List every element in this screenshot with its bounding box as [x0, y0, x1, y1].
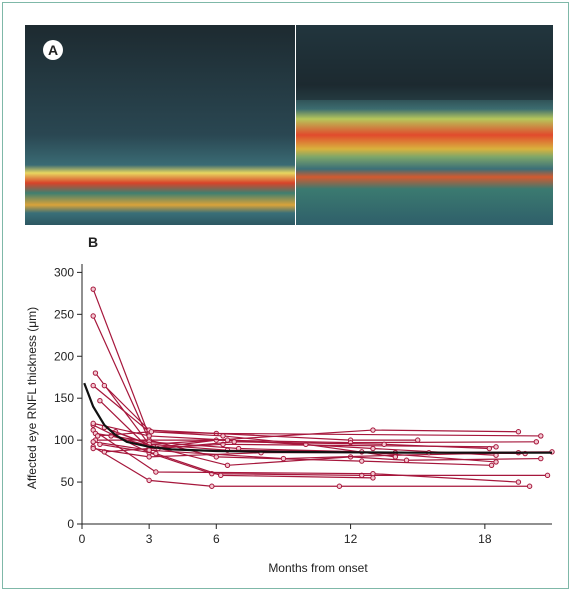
- patient-point: [280, 455, 287, 462]
- patient-point: [359, 458, 365, 464]
- oct-image-left: [25, 25, 295, 225]
- patient-point: [153, 450, 159, 457]
- patient-point: [231, 439, 237, 445]
- y-tick-label: 200: [54, 349, 74, 363]
- patient-point: [370, 427, 376, 433]
- patient-point: [220, 433, 226, 439]
- y-tick-label: 100: [54, 433, 74, 447]
- x-tick-label: 0: [79, 532, 86, 546]
- x-tick-label: 12: [344, 532, 358, 546]
- patient-point: [392, 454, 399, 460]
- patient-line: [94, 372, 519, 445]
- patient-point: [101, 382, 108, 389]
- panel-b-label: B: [88, 234, 98, 250]
- patient-point: [526, 483, 533, 489]
- patient-point: [153, 469, 159, 475]
- panel-a-label: A: [48, 42, 58, 58]
- fit-curve: [83, 382, 552, 454]
- x-axis-title: Months from onset: [268, 561, 368, 575]
- x-tick-label: 6: [213, 532, 220, 546]
- patient-line: [92, 315, 228, 441]
- patient-point: [486, 445, 493, 452]
- patient-point: [90, 286, 96, 292]
- y-axis-title: Affected eye RNFL thickness (μm): [25, 307, 39, 489]
- patient-point: [370, 445, 376, 452]
- patient-line: [92, 288, 150, 437]
- patient-point: [146, 477, 152, 484]
- patient-point: [488, 462, 495, 468]
- patient-line: [99, 443, 373, 479]
- patient-point: [94, 433, 101, 439]
- patient-point: [97, 398, 103, 404]
- y-tick-label: 300: [54, 265, 74, 279]
- y-tick-label: 250: [54, 307, 74, 321]
- patient-point: [336, 483, 343, 489]
- patient-point: [90, 439, 96, 445]
- patient-line: [110, 435, 541, 466]
- patient-point: [544, 472, 551, 479]
- patient-point: [533, 439, 540, 445]
- patient-point: [538, 433, 544, 439]
- y-tick-label: 0: [67, 517, 74, 531]
- patient-point: [493, 459, 499, 465]
- patient-point: [538, 455, 544, 462]
- x-tick-label: 3: [146, 532, 153, 546]
- patient-point: [224, 462, 231, 468]
- patient-point: [370, 475, 376, 481]
- patient-point: [515, 429, 522, 435]
- patient-point: [146, 454, 152, 460]
- patient-point: [92, 370, 99, 376]
- patient-point: [90, 445, 96, 452]
- panel-a-badge: [43, 40, 63, 60]
- patient-point: [493, 444, 499, 450]
- patient-point: [218, 472, 224, 479]
- patient-line: [92, 429, 519, 483]
- patient-point: [515, 479, 522, 485]
- patient-point: [148, 429, 155, 435]
- patient-point: [146, 433, 152, 439]
- x-tick-label: 18: [478, 532, 492, 546]
- patient-point: [209, 483, 215, 489]
- patient-point: [90, 313, 96, 319]
- patient-point: [97, 441, 103, 448]
- oct-shadow: [296, 25, 553, 100]
- patient-point: [213, 454, 219, 460]
- patient-point: [90, 420, 96, 427]
- patient-line: [103, 385, 418, 441]
- patient-line: [92, 385, 541, 437]
- y-tick-label: 150: [54, 391, 74, 405]
- patient-point: [415, 437, 421, 443]
- patient-point: [90, 382, 96, 389]
- y-tick-label: 50: [61, 475, 75, 489]
- patient-point: [403, 457, 410, 463]
- patient-point: [381, 441, 387, 448]
